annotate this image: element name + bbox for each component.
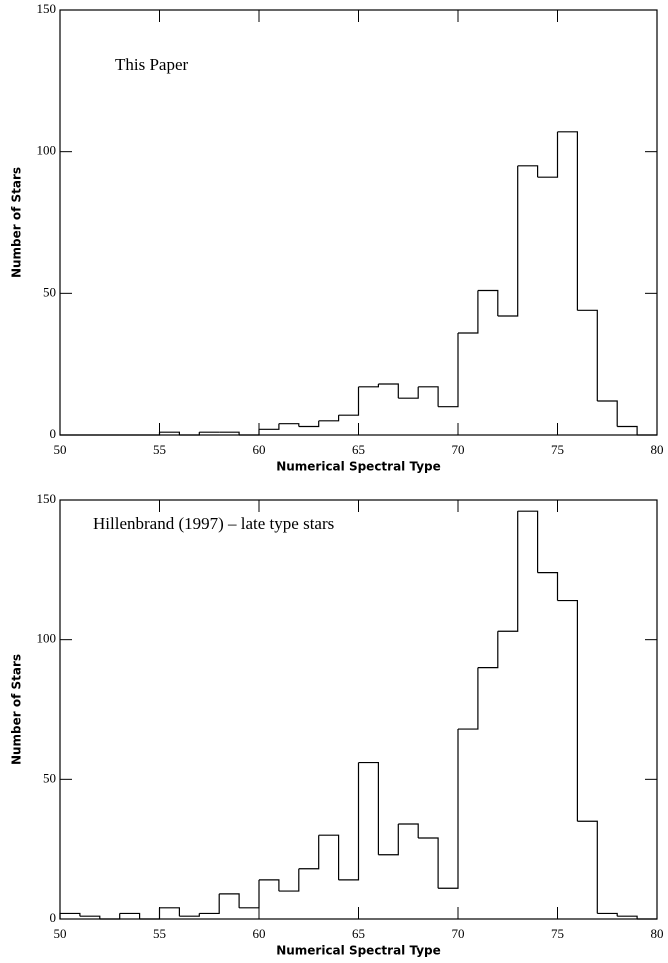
x-axis-label: Numerical Spectral Type <box>276 944 441 958</box>
histogram-step <box>199 893 220 915</box>
y-tick-label: 0 <box>50 426 57 441</box>
histogram-step <box>557 599 578 822</box>
histogram-step <box>239 879 260 909</box>
histogram-step <box>497 165 519 317</box>
x-tick-label: 75 <box>551 926 564 941</box>
histogram-step <box>179 432 200 436</box>
y-tick-label: 0 <box>50 910 57 925</box>
histogram-step <box>79 915 101 919</box>
y-tick-label: 100 <box>37 143 57 158</box>
histogram-step <box>259 879 280 892</box>
histogram-step <box>259 423 280 430</box>
x-tick-label: 75 <box>551 442 564 457</box>
y-tick-label: 50 <box>43 770 56 785</box>
histogram-step <box>517 165 539 178</box>
x-axis-label: Numerical Spectral Type <box>276 460 441 474</box>
histogram-step <box>557 131 578 311</box>
x-tick-label: 55 <box>153 442 166 457</box>
histogram-step <box>139 432 161 436</box>
histogram-step <box>318 834 340 880</box>
histogram-step <box>358 761 379 855</box>
x-tick-label: 50 <box>54 926 67 941</box>
x-tick-label: 50 <box>54 442 67 457</box>
histogram-step <box>577 820 598 914</box>
histogram-step <box>119 912 141 919</box>
histogram-step <box>219 431 240 435</box>
histogram-step <box>497 511 519 632</box>
histogram-step <box>418 837 439 889</box>
histogram-step <box>278 423 300 427</box>
histogram-step <box>398 823 419 838</box>
histogram-step <box>477 289 499 316</box>
histogram-step <box>398 386 419 399</box>
y-tick-label: 150 <box>37 1 57 16</box>
histogram-step <box>298 420 320 428</box>
x-tick-label: 65 <box>352 926 365 941</box>
x-tick-label: 70 <box>452 926 465 941</box>
histogram-step <box>99 913 121 920</box>
y-axis-label: Number of Stars <box>10 654 24 765</box>
histogram-step <box>179 913 200 917</box>
histogram-step <box>338 386 360 416</box>
histogram-step <box>139 907 161 920</box>
annotation: This Paper <box>115 55 189 74</box>
histogram-step <box>438 729 459 889</box>
histogram-step <box>159 907 180 917</box>
x-tick-label: 70 <box>452 442 465 457</box>
histogram-step <box>278 868 300 892</box>
histogram-step <box>458 667 479 730</box>
histogram-step <box>239 429 260 436</box>
y-tick-label: 50 <box>43 284 56 299</box>
histogram-step <box>537 131 559 178</box>
y-axis-label: Number of Stars <box>10 167 24 278</box>
histogram-step <box>219 893 240 908</box>
histogram-step <box>59 912 81 919</box>
histogram-step <box>617 425 638 435</box>
histogram-step <box>617 915 638 919</box>
x-tick-label: 55 <box>153 926 166 941</box>
x-tick-label: 60 <box>253 442 266 457</box>
histogram-step <box>537 572 559 601</box>
histogram-step <box>458 290 479 334</box>
x-tick-label: 65 <box>352 442 365 457</box>
y-tick-label: 150 <box>37 491 57 506</box>
histogram-step <box>597 912 618 917</box>
y-tick-label: 100 <box>37 631 57 646</box>
histogram-step <box>597 400 618 427</box>
x-tick-label: 80 <box>651 442 664 457</box>
histogram-step <box>378 824 399 856</box>
histogram-step <box>159 431 180 435</box>
histogram-step <box>318 415 340 422</box>
histogram-step <box>358 384 379 388</box>
x-tick-label: 60 <box>253 926 266 941</box>
histogram-step <box>338 762 360 881</box>
histogram-step <box>577 309 598 401</box>
x-tick-label: 80 <box>651 926 664 941</box>
histogram-step <box>517 510 539 573</box>
histogram-step <box>418 386 439 407</box>
histogram-step <box>477 631 499 669</box>
histogram-step <box>438 333 459 408</box>
annotation: Hillenbrand (1997) – late type stars <box>93 514 334 533</box>
histogram-step <box>298 835 320 870</box>
histogram-step <box>378 383 399 399</box>
